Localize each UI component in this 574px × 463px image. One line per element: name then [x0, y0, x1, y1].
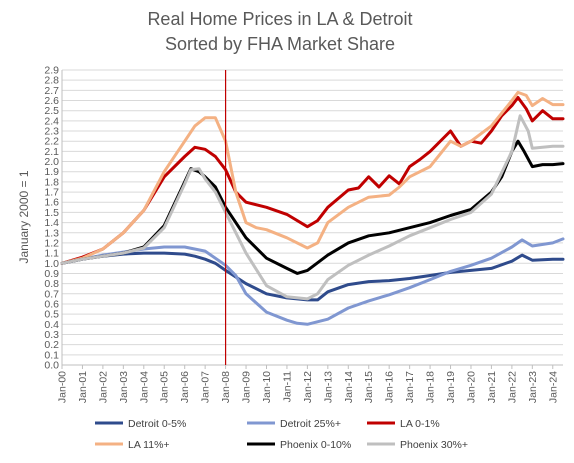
x-tick-label: Jan-22: [506, 371, 518, 403]
y-axis-title: January 2000 = 1: [17, 170, 31, 263]
series-line-detroit-0-5: [60, 251, 565, 302]
y-tick-label: 2.5: [44, 105, 59, 117]
x-tick-label: Jan-10: [261, 371, 273, 403]
y-tick-label: 1.6: [44, 197, 59, 209]
y-tick-label: 1.3: [44, 227, 59, 239]
x-tick-label: Jan-09: [241, 371, 253, 403]
x-tick-label: Jan-04: [138, 371, 150, 403]
chart-title: Real Home Prices in LA & Detroit: [147, 9, 412, 29]
x-tick-label: Jan-11: [281, 371, 293, 402]
y-tick-label: 2.7: [44, 85, 59, 97]
series-layer: [60, 90, 565, 326]
y-tick-label: 2.8: [44, 75, 59, 87]
x-tick-label: Jan-16: [384, 371, 396, 403]
y-tick-label: 0.4: [44, 319, 59, 331]
legend: Detroit 0-5% Detroit 25%+ LA 0-1% LA 11%+ Ph…: [95, 418, 468, 451]
y-tick-label: 0.2: [44, 339, 59, 351]
x-tick-label: Jan-19: [445, 371, 457, 403]
x-axis-ticks: Jan-00 Jan-01 Jan-02 Jan-03 Jan-04 Jan-05 Jan-…: [57, 365, 559, 403]
x-tick-label: Jan-20: [465, 371, 477, 403]
x-tick-label: Jan-23: [527, 371, 539, 403]
legend-label: Phoenix 30%+: [400, 439, 468, 451]
x-tick-label: Jan-07: [200, 371, 212, 403]
y-tick-label: 1.8: [44, 176, 59, 188]
x-tick-label: Jan-05: [159, 371, 171, 403]
x-tick-label: Jan-18: [425, 371, 437, 403]
y-tick-label: 2.3: [44, 126, 59, 138]
series-line-la-0-1: [60, 96, 565, 265]
x-tick-label: Jan-13: [322, 371, 334, 403]
x-tick-label: Jan-17: [404, 371, 416, 403]
x-tick-label: Jan-06: [179, 371, 191, 403]
x-tick-label: Jan-14: [343, 371, 355, 403]
y-tick-label: 2.9: [44, 65, 59, 77]
series-line-la-11: [60, 90, 565, 265]
series-line-detroit-25: [60, 237, 565, 326]
y-tick-label: 0.8: [44, 278, 59, 290]
y-tick-label: 0.7: [44, 288, 59, 300]
y-tick-label: 0.1: [44, 349, 59, 361]
x-tick-label: Jan-03: [118, 371, 130, 403]
y-tick-label: 1.4: [44, 217, 59, 229]
x-tick-label: Jan-01: [77, 371, 89, 403]
legend-label: Detroit 0-5%: [128, 418, 186, 430]
x-tick-label: Jan-08: [220, 371, 232, 403]
legend-label: Detroit 25%+: [280, 418, 341, 430]
series-line-phoenix-30: [60, 114, 565, 301]
y-tick-label: 1.1: [44, 248, 59, 260]
y-tick-label: 2.2: [44, 136, 59, 148]
y-tick-label: 1.0: [44, 258, 59, 270]
x-tick-label: Jan-24: [547, 371, 559, 403]
y-tick-label: 2.1: [44, 146, 59, 158]
y-tick-label: 0.9: [44, 268, 59, 280]
x-tick-label: Jan-00: [57, 371, 69, 403]
x-tick-label: Jan-21: [486, 371, 498, 403]
y-tick-label: 2.0: [44, 156, 59, 168]
y-tick-label: 0.6: [44, 298, 59, 310]
y-tick-label: 1.9: [44, 166, 59, 178]
legend-label: LA 0-1%: [400, 418, 440, 430]
y-tick-label: 0.0: [44, 360, 59, 372]
y-tick-label: 0.3: [44, 329, 59, 341]
y-tick-label: 2.4: [44, 115, 59, 127]
legend-label: Phoenix 0-10%: [280, 439, 351, 451]
y-tick-label: 0.5: [44, 309, 59, 321]
y-tick-label: 1.7: [44, 187, 59, 199]
y-tick-label: 2.6: [44, 95, 59, 107]
y-axis-ticks: 0.00.10.20.30.40.50.60.70.80.91.01.11.21…: [44, 65, 59, 372]
x-tick-label: Jan-02: [97, 371, 109, 403]
chart-subtitle: Sorted by FHA Market Share: [165, 34, 395, 54]
legend-label: LA 11%+: [128, 439, 170, 451]
x-tick-label: Jan-12: [302, 371, 314, 403]
y-tick-label: 1.5: [44, 207, 59, 219]
x-tick-label: Jan-15: [363, 371, 375, 403]
y-tick-label: 1.2: [44, 237, 59, 249]
